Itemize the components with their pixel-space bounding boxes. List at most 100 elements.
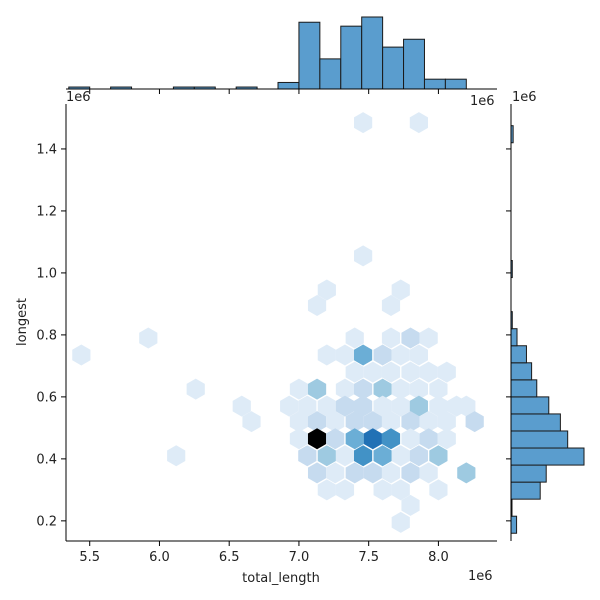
hexbin-cell [457,462,476,484]
hexbin-cell [381,411,401,433]
hexbin-cell [363,462,382,484]
hexbin-cell [381,327,401,349]
hexbin-cell [298,445,317,467]
hexbin-cell [317,279,336,301]
hexbin-cell [345,411,364,433]
x-tick-label: 5.5 [79,550,100,565]
hexbin-cell [289,378,309,400]
hexbin-cell [419,411,438,433]
y-tick-label: 0.2 [36,514,57,529]
marginal-y-bar [510,413,561,432]
hexbin-cell [317,344,336,366]
hexbin-cell [345,361,364,383]
hexbin-plot: 5.5 6.0 6.5 7.0 7.5 8.0 0.2 0.4 0.6 0.8 1.0 1.2 1.4 [36,104,497,565]
hexbin-cell [401,428,420,450]
hexbin-cell [419,428,438,450]
hexbin-cell [326,462,345,484]
hexbin-cell [409,395,428,417]
hexbin-cell [419,361,438,383]
marginal-y-bar [510,515,518,534]
hexbin-cell [409,112,428,134]
marginal-x-bar [340,25,363,90]
hexbin-cell [373,395,392,417]
marginal-x-bar [277,81,300,90]
x-offset-label: 1e6 [468,569,493,584]
y-tick-label: 1.4 [36,142,57,157]
hexbin-cell [401,462,420,484]
hexbin-cell [429,445,448,467]
hexbin-cell [232,395,251,417]
hexbin-cell [345,428,364,450]
hexbin-cell [429,378,448,400]
hexbin-cell [345,462,364,484]
marginal-y-bar [510,464,547,483]
hexbin-cell [457,395,476,417]
marginal-x-bar [403,38,425,90]
hexbin-cell [335,344,355,366]
hexbin-cell [307,378,327,400]
hexbin-cell [335,395,355,417]
y-tick-label: 0.6 [36,390,57,405]
hexbin-cell [307,294,327,316]
hexbin-cell [391,511,410,533]
marginal-y-offset-label: 1e6 [512,90,537,105]
hexbin-cell [317,395,336,417]
hexbin-cell [391,279,410,301]
y-axis-label: longest [15,298,30,346]
marginal-y-bar [510,328,518,347]
marginal-y-bar [510,362,533,381]
marginal-x-bar [444,78,467,90]
marginal-x-bar [423,78,446,90]
hexbin-cell [354,112,373,134]
hexbin-cell [289,411,309,433]
hexbin-cell [401,361,420,383]
hexbin-cell [326,411,345,433]
y-tick-label: 0.8 [36,328,57,343]
x-axis-label: total_length [242,571,320,586]
hexbin-cell [354,344,373,366]
x-tick-label: 6.0 [149,550,170,565]
x-tick-label: 6.5 [219,550,240,565]
marginal-y-bar [510,396,550,415]
hexbin-cell [391,479,410,501]
hexbin-cell [72,344,91,366]
hexbin-cell [363,411,382,433]
marginal-y-bar [510,430,569,449]
hexbin-cell [391,378,410,400]
hexbin-cell [373,344,392,366]
hexbin-cell [401,494,420,516]
marginal-x-bar [361,16,384,90]
hexbin-cell [354,378,373,400]
hexbin-cell [363,428,382,450]
hexbin-cell [419,327,438,349]
hexbin-cell [409,344,428,366]
hexbin-cell [381,462,401,484]
hexbin-cell [381,294,401,316]
hexbin-cell [373,445,392,467]
hexbin-cell [317,479,336,501]
hexbin-cell [429,479,448,501]
x-tick-label: 8.0 [428,550,449,565]
y-tick-label: 0.4 [36,452,57,467]
hexbin-cell [363,361,382,383]
y-tick-label: 1.0 [36,266,57,281]
hexbin-cell [429,395,448,417]
x-tick-label: 7.0 [289,550,310,565]
hexbin-cell [437,428,456,450]
hexbin-cell [186,378,205,400]
hexbin-cell [354,245,373,267]
y-offset-label: 1e6 [66,90,91,105]
hexbin-cell [326,428,345,450]
hexbin-cell [335,445,355,467]
hexbin-cell [289,428,309,450]
hexbin-cell [317,445,336,467]
hexbin-cell [354,445,373,467]
hexbin-cell [391,395,410,417]
hexbin-cell [437,361,456,383]
marginal-y-bar [510,379,538,398]
hexbin-cell [335,378,355,400]
marginal-y-bar [510,481,541,500]
hexbin-cell [307,462,327,484]
marginal-x-bar [319,58,342,90]
